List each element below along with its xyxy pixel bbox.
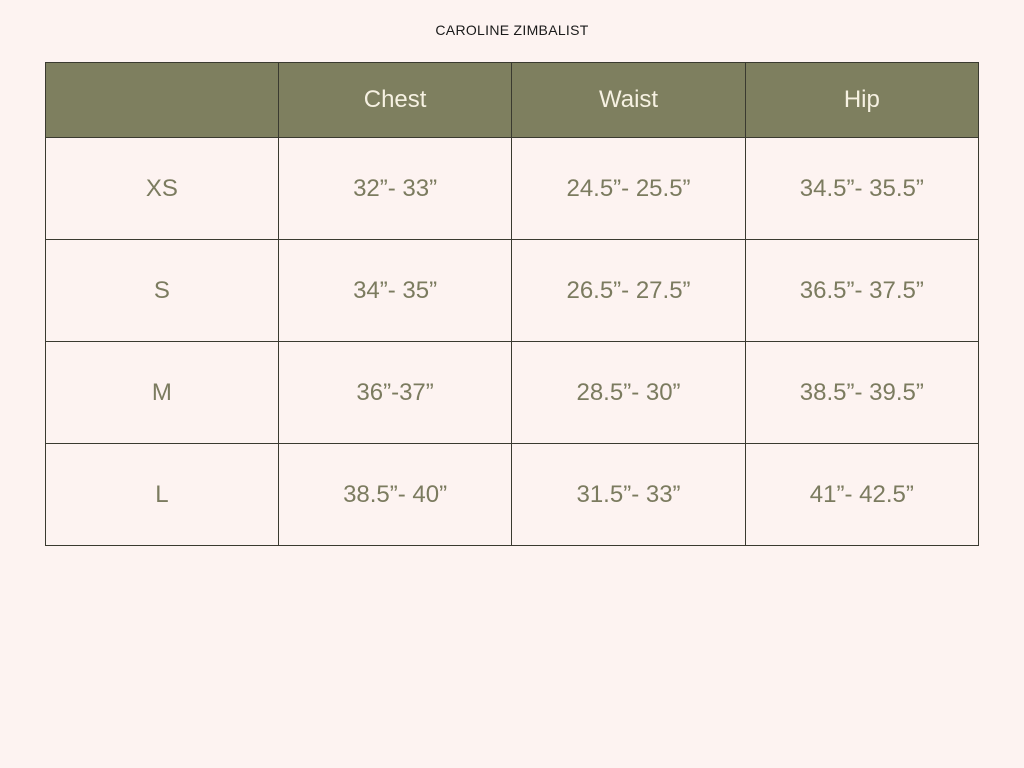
cell-size: XS xyxy=(45,137,279,240)
table-row: XS 32”- 33” 24.5”- 25.5” 34.5”- 35.5” xyxy=(45,137,980,240)
cell-hip: 41”- 42.5” xyxy=(744,443,980,546)
table-row: M 36”-37” 28.5”- 30” 38.5”- 39.5” xyxy=(45,341,980,444)
cell-waist: 28.5”- 30” xyxy=(511,341,746,444)
cell-chest: 36”-37” xyxy=(277,341,513,444)
cell-size: M xyxy=(45,341,279,444)
table-row: S 34”- 35” 26.5”- 27.5” 36.5”- 37.5” xyxy=(45,239,980,342)
cell-hip: 34.5”- 35.5” xyxy=(744,137,980,240)
cell-chest: 34”- 35” xyxy=(277,239,513,342)
table-row: L 38.5”- 40” 31.5”- 33” 41”- 42.5” xyxy=(45,443,980,546)
header-cell-chest: Chest xyxy=(277,62,513,138)
cell-size: L xyxy=(45,443,279,546)
cell-hip: 38.5”- 39.5” xyxy=(744,341,980,444)
cell-hip: 36.5”- 37.5” xyxy=(744,239,980,342)
header-cell-hip: Hip xyxy=(744,62,980,138)
cell-size: S xyxy=(45,239,279,342)
cell-chest: 32”- 33” xyxy=(277,137,513,240)
header-row: Chest Waist Hip xyxy=(45,62,980,138)
cell-waist: 31.5”- 33” xyxy=(511,443,746,546)
header-cell-size xyxy=(45,62,279,138)
size-chart-table: Chest Waist Hip XS 32”- 33” 24.5”- 25.5” 34… xyxy=(45,62,980,546)
page-title: CAROLINE ZIMBALIST xyxy=(435,22,589,38)
cell-waist: 26.5”- 27.5” xyxy=(511,239,746,342)
header-cell-waist: Waist xyxy=(511,62,746,138)
cell-waist: 24.5”- 25.5” xyxy=(511,137,746,240)
cell-chest: 38.5”- 40” xyxy=(277,443,513,546)
